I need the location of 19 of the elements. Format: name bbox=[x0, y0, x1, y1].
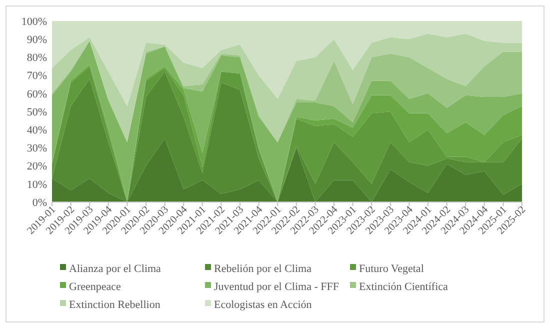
legend-label: Alianza por el Clima bbox=[69, 262, 162, 275]
legend-label: Rebelión por el Clima bbox=[214, 262, 312, 275]
y-tick-label: 90% bbox=[26, 34, 47, 46]
y-tick-label: 100% bbox=[21, 16, 47, 28]
legend-label: Futuro Vegetal bbox=[359, 262, 424, 275]
y-tick-label: 60% bbox=[26, 88, 47, 100]
y-tick-label: 50% bbox=[26, 106, 47, 118]
y-tick-label: 70% bbox=[26, 70, 47, 82]
y-tick-label: 40% bbox=[26, 124, 47, 136]
legend-label: Extinction Rebellion bbox=[69, 298, 161, 311]
legend-label: Extinción Científica bbox=[359, 280, 448, 293]
legend-label: Juventud por el Clima - FFF bbox=[214, 280, 339, 293]
y-tick-label: 30% bbox=[26, 142, 47, 155]
y-tick-label: 80% bbox=[26, 52, 47, 64]
legend-label: Ecologistas en Acción bbox=[214, 298, 312, 311]
y-tick-label: 0% bbox=[32, 196, 47, 209]
legend-label: Greenpeace bbox=[69, 280, 122, 293]
y-tick-label: 10% bbox=[26, 178, 47, 191]
y-tick-label: 20% bbox=[26, 160, 47, 173]
